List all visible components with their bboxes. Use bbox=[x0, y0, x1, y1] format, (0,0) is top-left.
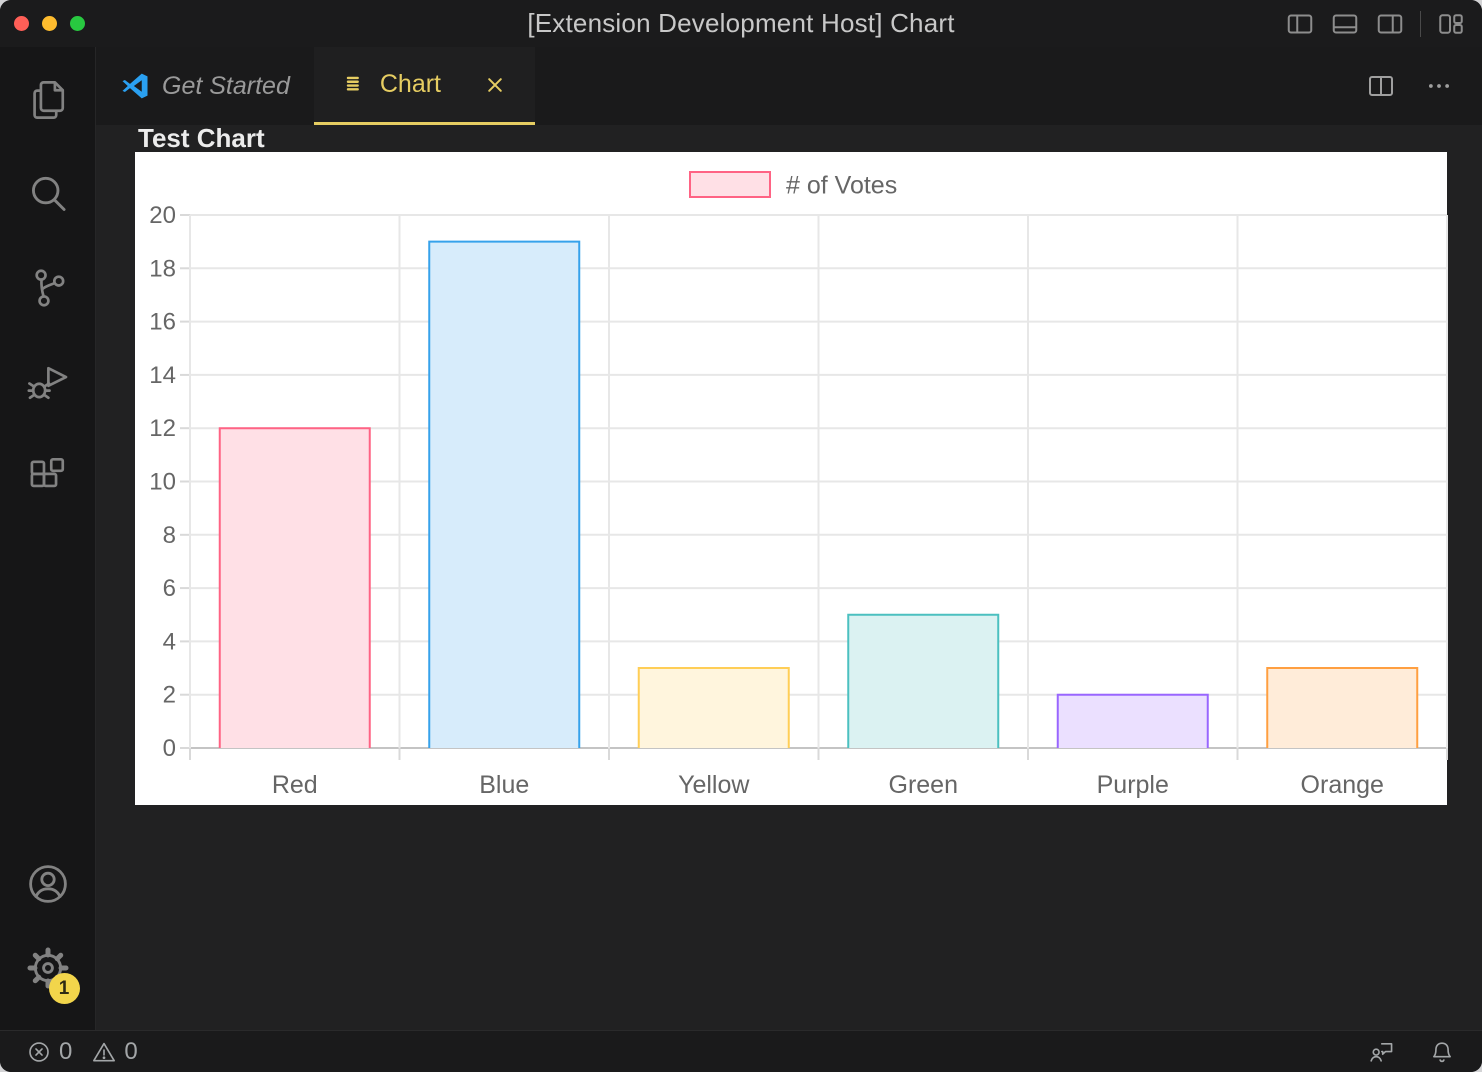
status-bar: 0 0 bbox=[0, 1030, 1482, 1072]
notifications-button[interactable] bbox=[1428, 1038, 1456, 1066]
bell-icon bbox=[1433, 1041, 1451, 1062]
titlebar-separator bbox=[1420, 10, 1421, 37]
tab-label: Chart bbox=[379, 70, 441, 98]
svg-text:12: 12 bbox=[149, 415, 176, 442]
svg-text:6: 6 bbox=[163, 575, 176, 602]
svg-text:14: 14 bbox=[149, 362, 176, 389]
workbench: 1 Get Started Chart bbox=[0, 47, 1482, 1030]
svg-text:Yellow: Yellow bbox=[678, 771, 750, 799]
more-actions-icon bbox=[1429, 84, 1449, 88]
toggle-secondary-sidebar-icon bbox=[1377, 13, 1403, 34]
svg-text:18: 18 bbox=[149, 255, 176, 282]
split-editor-button[interactable] bbox=[1366, 71, 1396, 101]
webview-content: Test Chart 0 2 4 6 8 10 12 14 16 18 20 Red Blue Yello… bbox=[96, 125, 1482, 1030]
svg-text:Purple: Purple bbox=[1097, 771, 1169, 799]
run-and-debug-icon bbox=[26, 366, 67, 400]
vscode-logo-icon bbox=[122, 73, 148, 99]
toggle-panel-button[interactable] bbox=[1330, 9, 1360, 39]
close-window-button[interactable] bbox=[14, 16, 29, 31]
toggle-primary-sidebar-icon bbox=[1287, 13, 1313, 34]
minimize-window-button[interactable] bbox=[42, 16, 57, 31]
sidebar-item-explorer[interactable] bbox=[24, 76, 72, 124]
svg-text:20: 20 bbox=[149, 202, 176, 229]
svg-text:2: 2 bbox=[163, 682, 176, 709]
title-bar: [Extension Development Host] Chart bbox=[0, 0, 1482, 47]
window-title: [Extension Development Host] Chart bbox=[527, 8, 955, 38]
svg-text:10: 10 bbox=[149, 469, 176, 496]
svg-text:Red: Red bbox=[272, 771, 318, 799]
settings-badge: 1 bbox=[48, 973, 80, 1004]
source-control-icon bbox=[34, 269, 64, 307]
svg-text:0: 0 bbox=[163, 735, 176, 762]
more-actions-button[interactable] bbox=[1424, 71, 1454, 101]
svg-text:Orange: Orange bbox=[1301, 771, 1384, 799]
sidebar-item-run-and-debug[interactable] bbox=[24, 358, 72, 406]
activity-bar: 1 bbox=[0, 47, 96, 1030]
titlebar-layout-controls bbox=[1285, 0, 1466, 47]
svg-text:Green: Green bbox=[889, 771, 958, 799]
feedback-icon bbox=[1370, 1042, 1393, 1062]
tab-bar: Get Started Chart bbox=[96, 47, 1482, 125]
sidebar-item-source-control[interactable] bbox=[24, 264, 72, 312]
chart-canvas[interactable]: 0 2 4 6 8 10 12 14 16 18 20 Red Blue Yellow Green Purpl… bbox=[135, 152, 1448, 805]
status-bar-right bbox=[1368, 1038, 1456, 1066]
customize-layout-icon bbox=[1439, 13, 1463, 34]
customize-layout-button[interactable] bbox=[1436, 9, 1466, 39]
close-icon bbox=[488, 77, 502, 92]
svg-text:16: 16 bbox=[149, 309, 176, 336]
editor-actions bbox=[1366, 47, 1482, 125]
tab-get-started[interactable]: Get Started bbox=[96, 47, 314, 125]
window-controls bbox=[14, 0, 85, 47]
search-icon bbox=[31, 176, 66, 211]
toggle-panel-icon bbox=[1332, 13, 1358, 34]
editor-group: Get Started Chart bbox=[96, 47, 1482, 1030]
file-list-icon bbox=[346, 76, 359, 91]
toggle-secondary-sidebar-button[interactable] bbox=[1375, 9, 1405, 39]
toggle-primary-sidebar-button[interactable] bbox=[1285, 9, 1315, 39]
account-button[interactable] bbox=[24, 860, 72, 908]
warning-count: 0 bbox=[124, 1037, 138, 1065]
split-editor-icon bbox=[1369, 76, 1394, 96]
extensions-icon bbox=[30, 457, 64, 488]
svg-text:8: 8 bbox=[163, 522, 176, 549]
sidebar-item-search[interactable] bbox=[24, 170, 72, 218]
close-tab-button[interactable] bbox=[483, 73, 507, 97]
chart-title: Test Chart bbox=[138, 125, 265, 153]
settings-button[interactable]: 1 bbox=[24, 944, 80, 1004]
tab-label: Get Started bbox=[162, 71, 290, 100]
svg-text:Blue: Blue bbox=[479, 771, 529, 799]
feedback-button[interactable] bbox=[1368, 1038, 1396, 1066]
bar-chart: 0 2 4 6 8 10 12 14 16 18 20 Red Blue Yellow Green Purpl… bbox=[149, 171, 1448, 799]
problems-indicator[interactable]: 0 0 bbox=[26, 1038, 150, 1066]
warning-icon bbox=[93, 1042, 116, 1061]
tab-chart[interactable]: Chart bbox=[313, 47, 535, 125]
sidebar-item-extensions[interactable] bbox=[24, 452, 72, 500]
error-count: 0 bbox=[59, 1037, 73, 1065]
files-icon bbox=[32, 81, 64, 119]
account-icon bbox=[28, 865, 67, 903]
svg-text:# of Votes: # of Votes bbox=[786, 172, 897, 200]
error-icon bbox=[29, 1041, 49, 1062]
svg-text:4: 4 bbox=[163, 628, 176, 655]
zoom-window-button[interactable] bbox=[70, 16, 85, 31]
